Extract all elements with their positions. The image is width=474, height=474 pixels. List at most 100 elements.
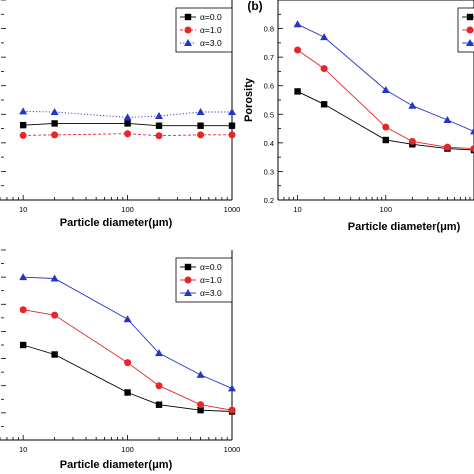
marker-circle (197, 401, 205, 409)
marker-circle (466, 26, 474, 34)
series-line (297, 91, 474, 151)
series-1 (19, 130, 236, 140)
series-line (23, 133, 232, 137)
legend: α=0.0 α=1.0 α=3.0 (175, 7, 233, 53)
y-tick-label: 0.8 (264, 25, 274, 34)
marker-triangle (293, 20, 302, 28)
marker-square (19, 121, 27, 129)
series-0 (19, 120, 236, 129)
marker-square (197, 122, 204, 129)
marker-square (155, 401, 163, 408)
marker-circle (19, 131, 27, 139)
marker-triangle (184, 39, 192, 46)
marker-circle (155, 132, 163, 140)
legend-entry: α=0.0 (200, 12, 222, 22)
x-tick-label: 100 (380, 205, 393, 214)
marker-triangle (184, 289, 192, 296)
marker-circle (408, 137, 416, 145)
x-tick-label: 100 (121, 205, 134, 214)
series-1 (294, 46, 474, 153)
series-line (297, 23, 474, 132)
x-axis-title: Particle diameter(μm) (348, 221, 461, 233)
legend-entry: α=3.0 (200, 38, 222, 48)
marker-triangle (408, 101, 417, 109)
marker-triangle (155, 112, 164, 119)
marker-square (124, 389, 131, 396)
chart-bottom-left: 10 100 1000 Particle diameter(μm) α=0.0 α=1.0… (0, 249, 241, 471)
legend-entry: α=0.0 (200, 262, 222, 272)
y-axis-title: Porosity (243, 77, 255, 122)
marker-triangle (196, 108, 205, 115)
marker-circle (124, 130, 132, 138)
marker-circle (184, 276, 192, 284)
series-line (23, 276, 233, 389)
legend (457, 7, 474, 53)
marker-circle (19, 306, 27, 314)
x-tick-label: 10 (19, 205, 27, 214)
marker-circle (184, 26, 192, 34)
y-tick-label: 0.2 (264, 196, 274, 205)
marker-square (184, 263, 192, 271)
marker-square (155, 122, 163, 129)
series-2 (19, 107, 236, 121)
marker-square (197, 406, 204, 414)
y-tick-label: 0.5 (264, 110, 274, 119)
marker-triangle (466, 39, 474, 46)
marker-circle (51, 311, 59, 319)
marker-triangle (228, 384, 236, 392)
series-line (23, 309, 233, 411)
marker-triangle (320, 33, 329, 41)
marker-square (294, 88, 301, 95)
marker-square (124, 120, 131, 127)
marker-circle (320, 65, 328, 73)
marker-triangle (50, 108, 59, 115)
marker-triangle (19, 107, 28, 115)
x-axis-title: Particle diameter(μm) (60, 459, 173, 471)
x-tick-label: 1000 (224, 445, 241, 454)
x-tick-label: 100 (121, 445, 134, 454)
series-2 (293, 20, 474, 135)
chart-top-left: 10 100 1000 Particle diameter(μm) α=0.0 α=1.0… (0, 0, 240, 229)
marker-square (51, 351, 58, 358)
y-tick-label: 0.4 (264, 139, 274, 148)
marker-square (382, 136, 389, 144)
y-tick-label: 0.6 (264, 82, 274, 91)
legend-entry: α=1.0 (200, 275, 222, 285)
x-axis-title: Particle diameter(μm) (60, 217, 173, 229)
x-tick-label: 10 (293, 205, 301, 214)
series-line (23, 110, 232, 118)
legend-entry: α=1.0 (200, 25, 222, 35)
series-line (297, 49, 474, 150)
marker-triangle (443, 116, 452, 123)
marker-triangle (228, 108, 236, 115)
marker-square (19, 341, 27, 349)
panel-label: (b) (247, 0, 262, 13)
marker-circle (197, 131, 205, 139)
legend-entry: α=3.0 (200, 288, 222, 298)
marker-triangle (50, 274, 59, 282)
marker-triangle (19, 273, 28, 281)
marker-square (184, 13, 192, 21)
marker-circle (443, 143, 451, 151)
marker-triangle (155, 349, 164, 357)
series-line (23, 344, 233, 412)
marker-circle (155, 382, 163, 390)
marker-circle (294, 46, 302, 54)
marker-triangle (381, 86, 390, 93)
marker-circle (470, 145, 474, 153)
x-tick-label: 1000 (224, 205, 241, 214)
y-tick-label: 0.7 (264, 53, 274, 62)
marker-square (228, 122, 236, 129)
marker-triangle (470, 127, 474, 135)
marker-triangle (123, 113, 132, 121)
series-line (23, 122, 232, 127)
marker-square (466, 13, 474, 21)
marker-circle (51, 131, 59, 139)
marker-circle (124, 359, 132, 367)
marker-square (51, 120, 58, 127)
chart-top-right-b: 10 100 0.2 0.3 0.4 0.5 0.6 0.7 0.8 Particle diame… (243, 0, 474, 233)
series-2 (19, 273, 236, 392)
marker-circle (228, 406, 236, 414)
marker-square (320, 101, 328, 108)
